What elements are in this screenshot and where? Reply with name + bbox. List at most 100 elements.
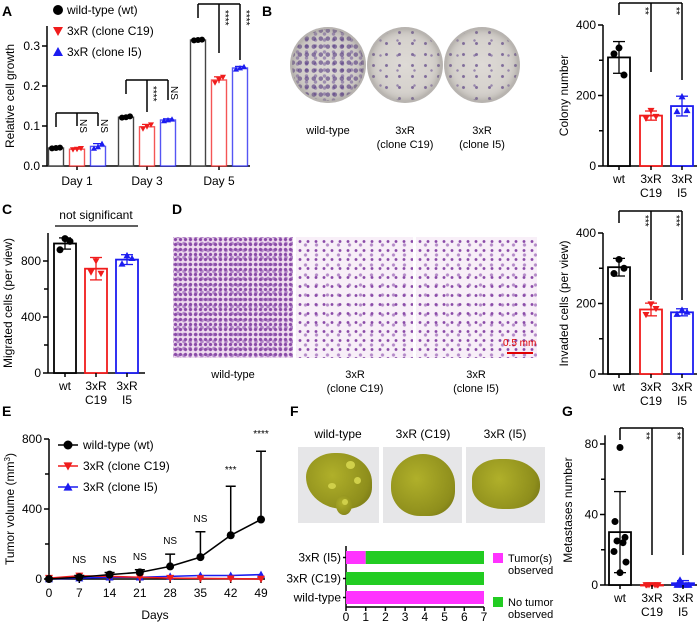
x-tick-label: 5 (441, 610, 448, 622)
y-tick-label: 0 (34, 366, 41, 380)
x-tick-label: wt (612, 172, 626, 186)
data-point (673, 581, 681, 588)
data-point (166, 562, 175, 571)
y-tick-label: 3xR (C19) (286, 572, 341, 586)
panel-label-b: B (262, 3, 272, 19)
bar (138, 126, 156, 167)
bar-segment (365, 551, 484, 564)
significance-label: NS (133, 552, 147, 563)
x-tick-label: I5 (678, 605, 688, 619)
x-tick-label: 3xR (85, 379, 107, 393)
data-point (613, 537, 621, 545)
data-point (620, 264, 628, 272)
y-axis-label: Tumor volume (mm3) (3, 453, 18, 565)
image-caption: (clone C19) (377, 139, 434, 151)
legend-marker (63, 482, 73, 491)
invasion-micrograph-clone-c19 (296, 237, 413, 358)
y-tick-label: 400 (22, 502, 42, 516)
panel-label-g: G (562, 403, 573, 419)
data-point (257, 575, 265, 583)
significance-label: *** (639, 215, 650, 227)
x-tick-label: 0 (343, 610, 350, 622)
data-point (610, 548, 618, 556)
data-point (683, 106, 691, 114)
tumor-nodule (346, 461, 355, 469)
y-axis-label: Relative cell growth (3, 44, 17, 148)
data-point (673, 310, 681, 317)
bar (117, 116, 135, 167)
legend-label: 3xR (clone I5) (67, 45, 142, 59)
bar (115, 258, 139, 374)
data-point (75, 573, 84, 582)
data-point (92, 258, 100, 265)
legend-marker (53, 5, 63, 15)
data-point (616, 569, 624, 577)
y-tick-label: 0 (589, 367, 596, 381)
data-point (226, 575, 235, 583)
image-title: wild-type (313, 427, 362, 441)
significance-label: NS (77, 119, 88, 133)
x-tick-label: I5 (677, 186, 687, 200)
legend-swatch (493, 597, 503, 607)
bar (670, 311, 694, 375)
y-axis-label: Migrated cells (per view) (1, 238, 15, 368)
x-tick-label: 3 (402, 610, 409, 622)
bar (159, 119, 177, 167)
liver-lobe (336, 495, 352, 515)
data-point (216, 77, 222, 83)
bar-segment (346, 591, 484, 604)
legend-label: 3xR (clone C19) (67, 24, 154, 38)
x-tick-label: 7 (481, 610, 488, 622)
bar (210, 79, 228, 167)
image-caption: 3xR (395, 125, 415, 137)
panel-label-e: E (2, 403, 11, 419)
image-caption: 3xR (345, 369, 365, 381)
data-point (610, 270, 618, 278)
data-point (74, 146, 80, 153)
legend-swatch (493, 553, 503, 563)
significance-label: NS (163, 536, 177, 547)
significance-label: NS (98, 119, 109, 133)
data-point (169, 116, 175, 122)
x-tick-label: 3xR (641, 591, 663, 605)
data-point (53, 145, 59, 151)
y-tick-label: 0.0 (23, 159, 40, 173)
x-tick-label: 3xR (671, 380, 693, 394)
significance-label: ** (639, 7, 650, 15)
legend-label: wild-type (wt) (82, 438, 154, 452)
y-tick-label: 0 (589, 159, 596, 173)
significance-label: NS (103, 555, 117, 566)
y-axis-label-superscript: 3 (3, 456, 12, 461)
panel-label-a: A (2, 3, 12, 19)
data-point (91, 145, 97, 151)
data-point (123, 251, 131, 259)
bar (189, 39, 207, 167)
liver-photo-clone-c19 (383, 447, 462, 523)
x-tick-label: 3xR (671, 172, 693, 186)
data-point (128, 254, 136, 261)
data-point (683, 308, 691, 315)
image-caption: 3xR (466, 369, 486, 381)
data-point (237, 65, 243, 71)
data-point (99, 140, 105, 146)
x-tick-label: 7 (76, 586, 83, 600)
data-point (226, 531, 235, 540)
data-point (676, 576, 684, 583)
data-point (195, 37, 201, 43)
legend-label: observed (508, 565, 553, 577)
image-caption: 3xR (472, 125, 492, 137)
bar (607, 266, 631, 375)
significance-label: ** (671, 432, 682, 440)
data-point (45, 575, 53, 583)
data-point (241, 63, 247, 70)
bar-segment (346, 572, 484, 585)
bar (639, 114, 663, 167)
legend-label: No tumor (508, 597, 554, 609)
y-tick-label: 40 (585, 508, 599, 522)
image-caption: wild-type (210, 369, 254, 381)
bar (84, 267, 108, 374)
legend-label: observed (508, 609, 553, 621)
significance-label: not significant (59, 208, 133, 222)
y-tick-label: 0.2 (23, 79, 40, 93)
